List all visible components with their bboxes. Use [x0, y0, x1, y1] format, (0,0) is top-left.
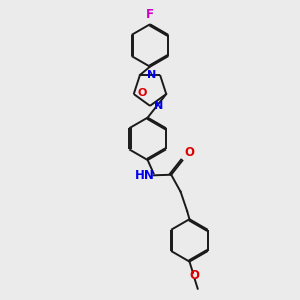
Text: N: N — [147, 70, 156, 80]
Text: O: O — [189, 269, 199, 282]
Text: N: N — [154, 101, 163, 111]
Text: HN: HN — [135, 169, 155, 182]
Text: O: O — [184, 146, 194, 159]
Text: F: F — [146, 8, 154, 21]
Text: O: O — [138, 88, 147, 98]
